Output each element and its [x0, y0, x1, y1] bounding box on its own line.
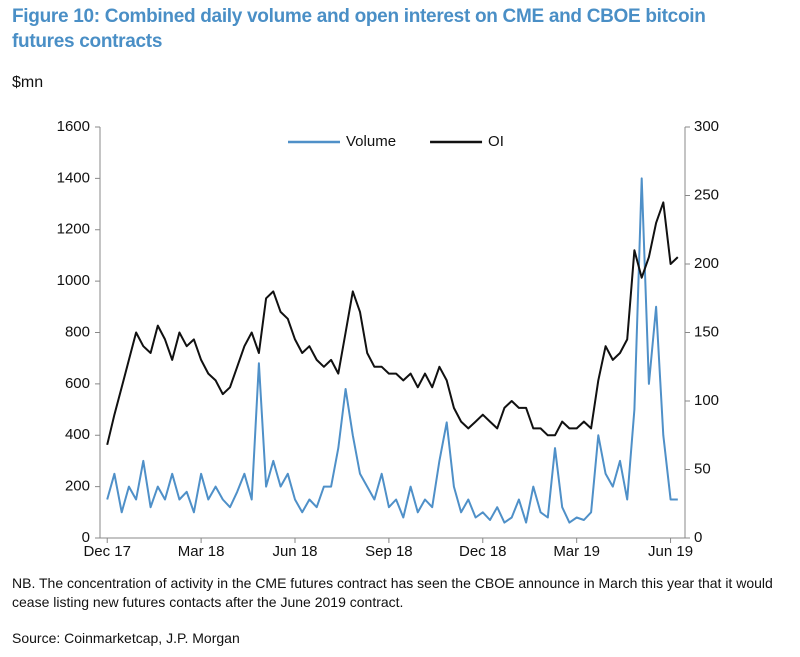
series-line — [106, 177, 678, 524]
note: NB. The concentration of activity in the… — [12, 575, 773, 610]
y2-tick-label: 100 — [694, 392, 719, 409]
y-tick-label: 1200 — [57, 221, 90, 238]
x-tick-label: Dec 17 — [83, 543, 131, 560]
y2-tick-label: 300 — [694, 118, 719, 135]
y-tick-label: 400 — [65, 426, 90, 443]
y2-tick-label: 250 — [694, 186, 719, 203]
y2-tick-label: 150 — [694, 323, 719, 340]
chart-title: Figure 10: Combined daily volume and ope… — [12, 6, 706, 52]
y-tick-label: 1400 — [57, 169, 90, 186]
y-tick-label: 600 — [65, 375, 90, 392]
x-tick-label: Mar 19 — [553, 543, 600, 560]
y2-tick-label: 50 — [694, 460, 711, 477]
x-tick-label: Dec 18 — [459, 543, 507, 560]
y-tick-label: 0 — [82, 529, 90, 546]
x-tick-label: Jun 18 — [272, 543, 317, 560]
y-tick-label: 1000 — [57, 272, 90, 289]
y-tick-label: 1600 — [57, 118, 90, 135]
x-tick-label: Mar 18 — [178, 543, 225, 560]
source: Source: Coinmarketcap, J.P. Morgan — [12, 630, 240, 646]
y2-tick-label: 200 — [694, 255, 719, 272]
legend-label: Volume — [346, 133, 396, 150]
y-tick-label: 800 — [65, 323, 90, 340]
series-line — [106, 201, 679, 446]
legend-label: OI — [488, 133, 504, 150]
x-tick-label: Jun 19 — [648, 543, 693, 560]
y2-tick-label: 0 — [694, 529, 702, 546]
chart: 0 200 400 600 800 1000 1200 1400 1600 0 50 100 150 20… — [57, 118, 719, 560]
y-tick-label: 200 — [65, 478, 90, 495]
y-axis-label: $mn — [12, 74, 44, 91]
x-tick-label: Sep 18 — [365, 543, 413, 560]
